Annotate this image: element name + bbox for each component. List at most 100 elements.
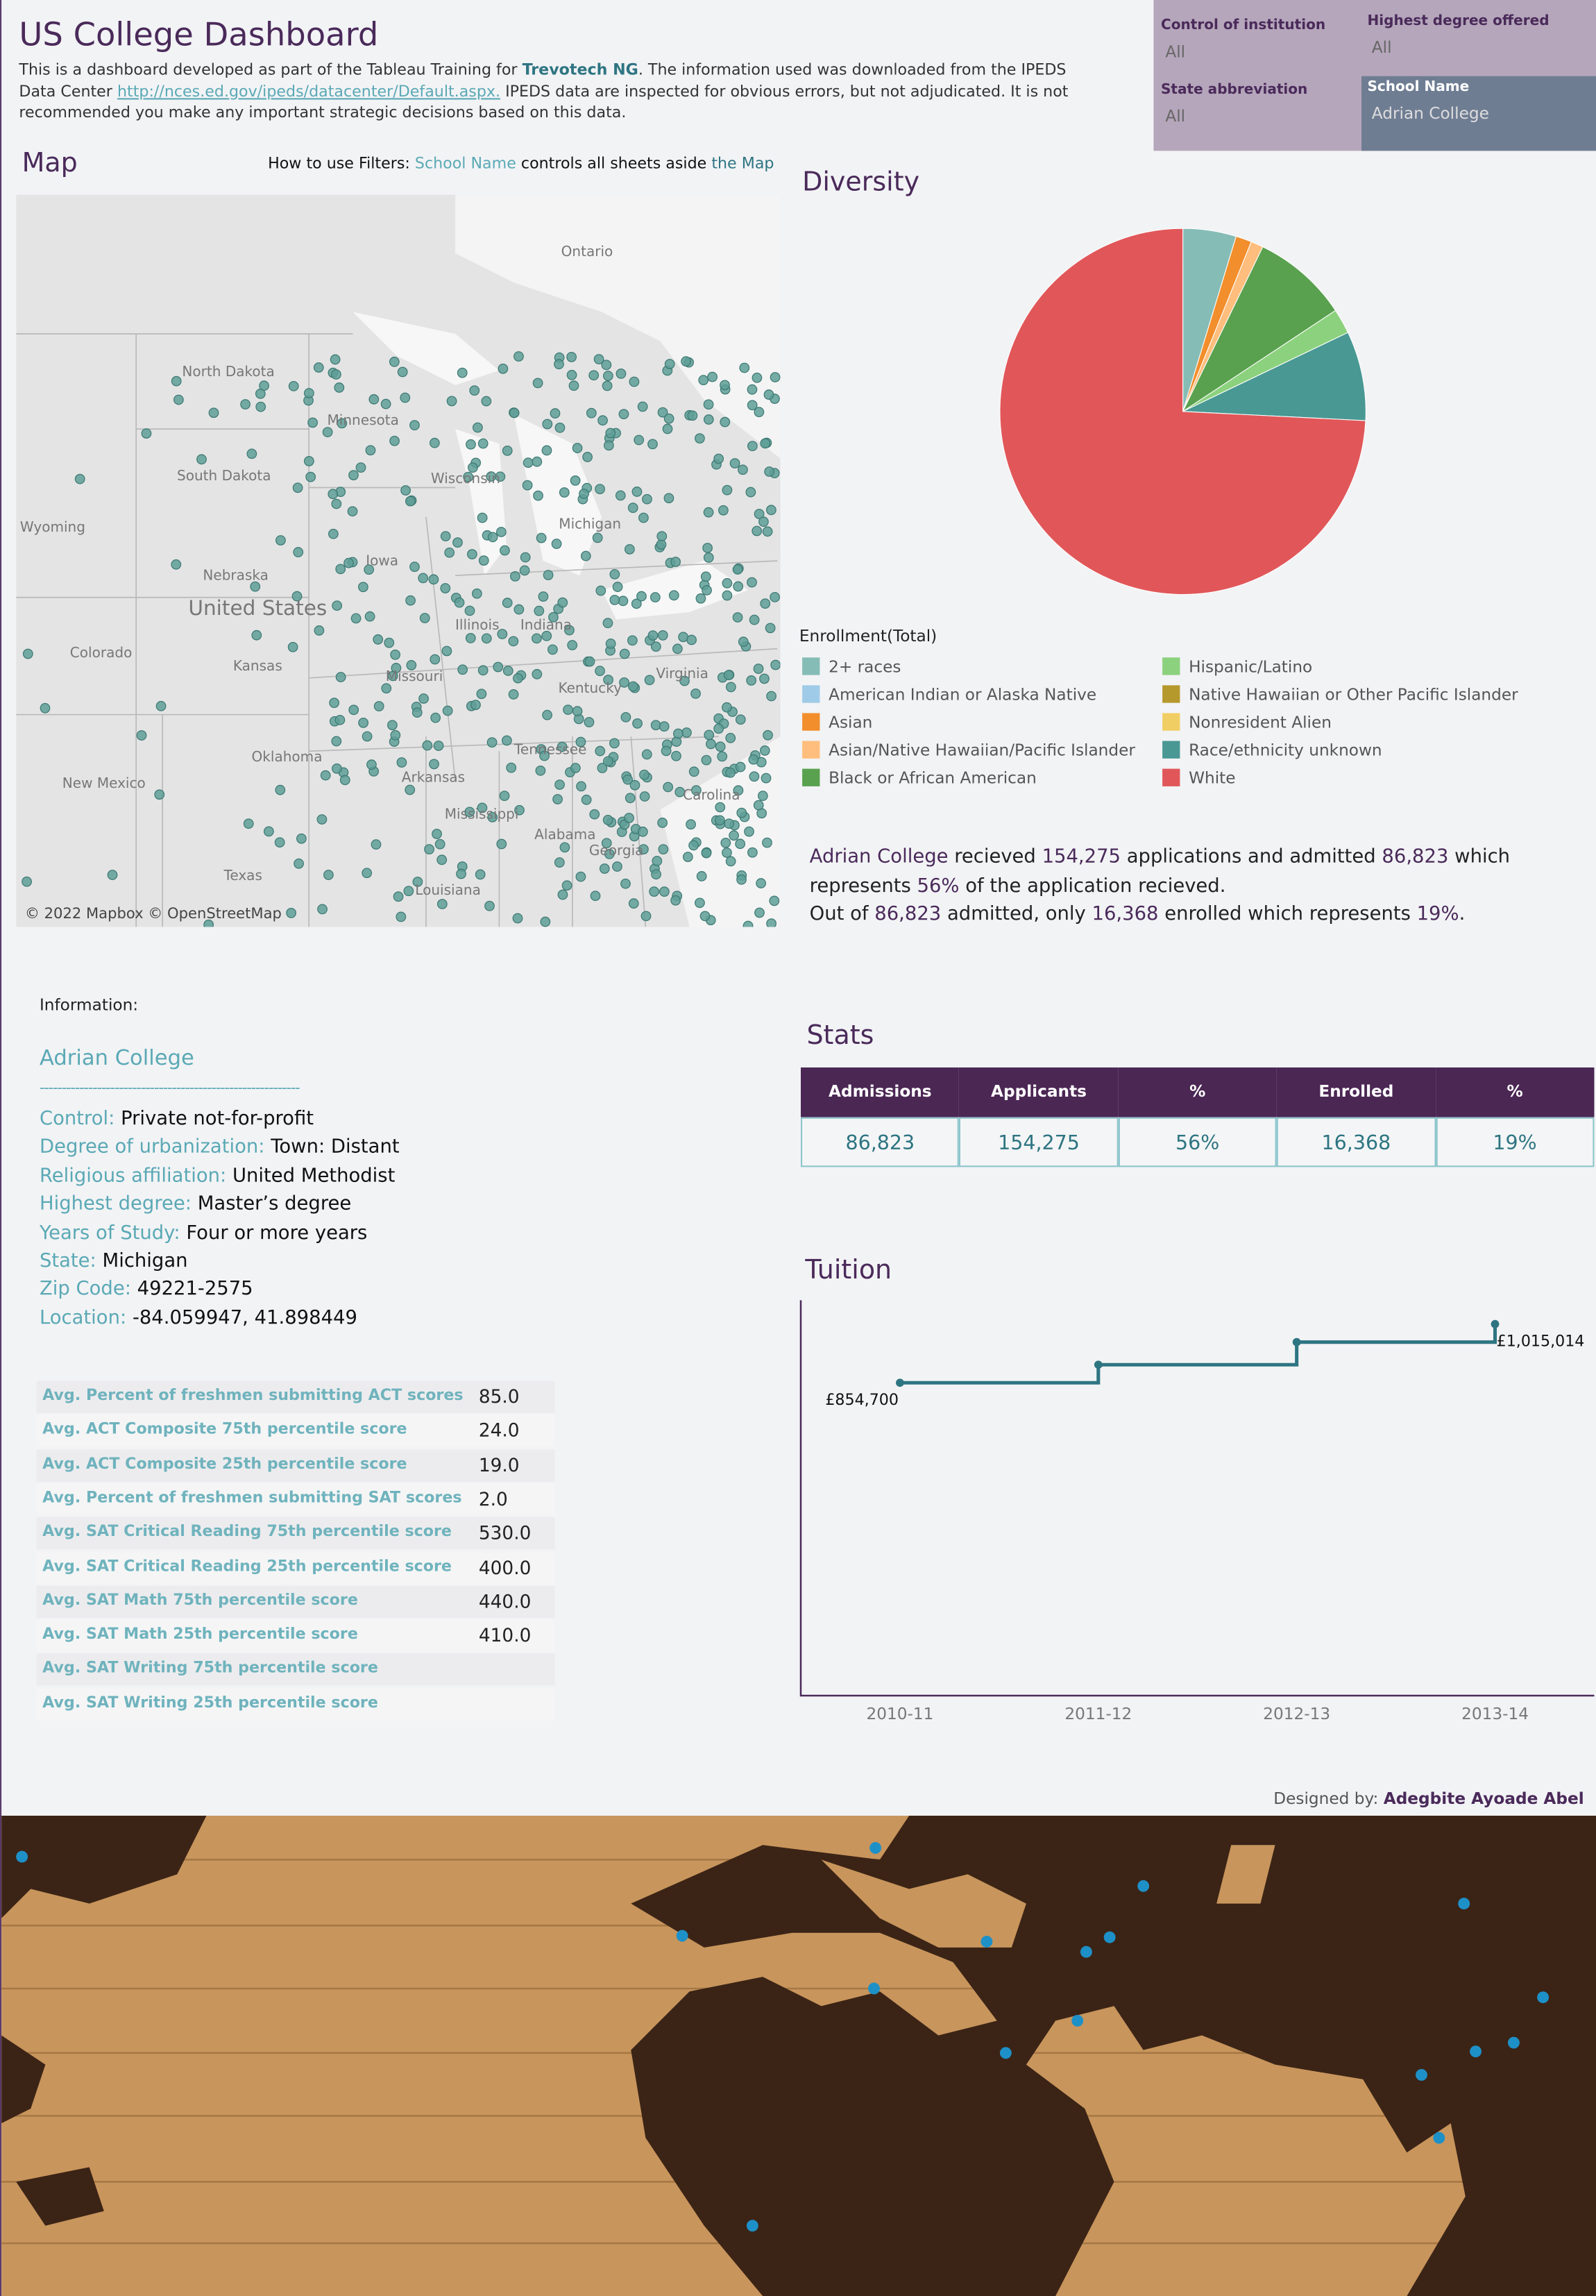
footer: Designed by: Adegbite Ayoade Abel	[1273, 1789, 1584, 1808]
college-dot	[433, 741, 444, 751]
college-dot	[457, 367, 468, 378]
college-dot	[513, 673, 523, 684]
link[interactable]: Trevotech NG	[522, 61, 638, 79]
college-dot	[499, 791, 510, 802]
divider: ----------------------------------------…	[39, 1080, 300, 1097]
college-dot	[440, 531, 451, 541]
college-dot	[275, 535, 286, 546]
college-dot	[196, 454, 207, 465]
filter-value[interactable]: Adrian College	[1371, 103, 1489, 124]
map-label: Kansas	[233, 657, 282, 674]
college-dot	[554, 857, 565, 868]
college-dot	[409, 562, 420, 573]
college-dot	[446, 396, 457, 407]
college-dot	[616, 369, 627, 379]
college-dot	[695, 897, 705, 909]
college-dot	[328, 528, 339, 539]
college-dot	[495, 527, 507, 537]
college-dot	[358, 582, 368, 593]
map-label: Oklahoma	[252, 748, 323, 765]
college-dot	[477, 438, 489, 449]
college-dot	[599, 863, 610, 874]
college-dot	[722, 590, 733, 601]
college-dot	[703, 507, 714, 518]
college-dot	[501, 735, 512, 746]
score-value: 2.0	[478, 1487, 508, 1510]
college-dot	[456, 868, 466, 879]
college-dot	[481, 633, 492, 644]
summary-text: applications and admitted	[1121, 846, 1382, 869]
map-label: United States	[188, 596, 327, 620]
college-dot	[674, 786, 686, 797]
college-dot	[337, 418, 348, 429]
college-dot	[597, 415, 608, 426]
college-dot	[602, 756, 613, 767]
college-dot	[622, 774, 634, 785]
college-dot	[136, 730, 147, 741]
college-dot	[756, 878, 767, 888]
summary: Adrian College recieved 154,275 applicat…	[810, 843, 1586, 929]
college-dot	[657, 407, 668, 418]
college-dot	[714, 815, 725, 826]
text: Designed by:	[1273, 1789, 1384, 1809]
pie-slice	[999, 228, 1366, 596]
college-dot	[713, 453, 724, 464]
college-dot	[335, 564, 346, 575]
college-dot	[320, 770, 331, 781]
legend-swatch	[802, 657, 820, 675]
college-dot	[255, 401, 266, 412]
score-row-bg	[36, 1483, 555, 1516]
map-label: Minnesota	[328, 412, 399, 428]
text: This is a dashboard developed as part of…	[19, 61, 523, 79]
summary-text: 16,368	[1092, 903, 1159, 926]
filter-value[interactable]: All	[1165, 42, 1186, 62]
college-dot	[644, 675, 655, 686]
college-dot	[534, 605, 545, 616]
college-dot	[316, 814, 328, 825]
college-dot	[631, 487, 643, 497]
college-dot	[381, 683, 392, 694]
info-row: Degree of urbanization: Town: Distant	[40, 1137, 400, 1159]
college-dot	[203, 919, 214, 927]
college-dot	[739, 362, 750, 373]
college-dot	[430, 654, 441, 665]
map-label: New Mexico	[62, 775, 146, 791]
college-dot	[305, 471, 316, 482]
filter-value[interactable]: All	[1165, 107, 1186, 126]
link[interactable]: http://nces.ed.gov/ipeds/datacenter/Defa…	[117, 83, 501, 101]
value-label: £1,015,014	[1497, 1332, 1585, 1350]
college-dot	[597, 763, 608, 773]
college-dot	[580, 550, 591, 562]
college-dot	[638, 512, 649, 523]
college-dot	[762, 526, 773, 537]
legend-label: Black or African American	[829, 769, 1037, 788]
summary-text: which represents	[809, 846, 1511, 897]
college-dot	[454, 597, 465, 608]
college-dot	[541, 445, 552, 456]
college-dot	[487, 532, 498, 543]
map-label: Kentucky	[558, 679, 622, 696]
filter-value[interactable]: All	[1371, 37, 1392, 58]
table-cell: 56%	[1118, 1117, 1277, 1167]
college-dot	[701, 847, 712, 859]
college-dot	[576, 781, 586, 792]
info-label: Information:	[39, 995, 139, 1015]
college-dot	[595, 585, 606, 596]
college-dot	[478, 555, 489, 566]
college-dot	[436, 854, 448, 866]
table-cell: 19%	[1435, 1117, 1595, 1167]
summary-text: admitted, only	[941, 903, 1092, 926]
college-dot	[513, 604, 525, 615]
college-dot	[754, 407, 765, 418]
college-dot	[473, 422, 483, 433]
college-dot	[486, 471, 497, 482]
college-dot	[605, 428, 616, 439]
school-name: Adrian College	[39, 1047, 194, 1071]
summary-text: of the application recieved.	[959, 875, 1226, 897]
college-dot	[639, 769, 650, 780]
map[interactable]: Ontario North Dakota Minnesota South Dakota…	[16, 194, 781, 927]
college-dot	[436, 899, 448, 909]
college-dot	[561, 880, 572, 891]
map-label: North Dakota	[182, 363, 274, 380]
college-dot	[471, 588, 482, 599]
